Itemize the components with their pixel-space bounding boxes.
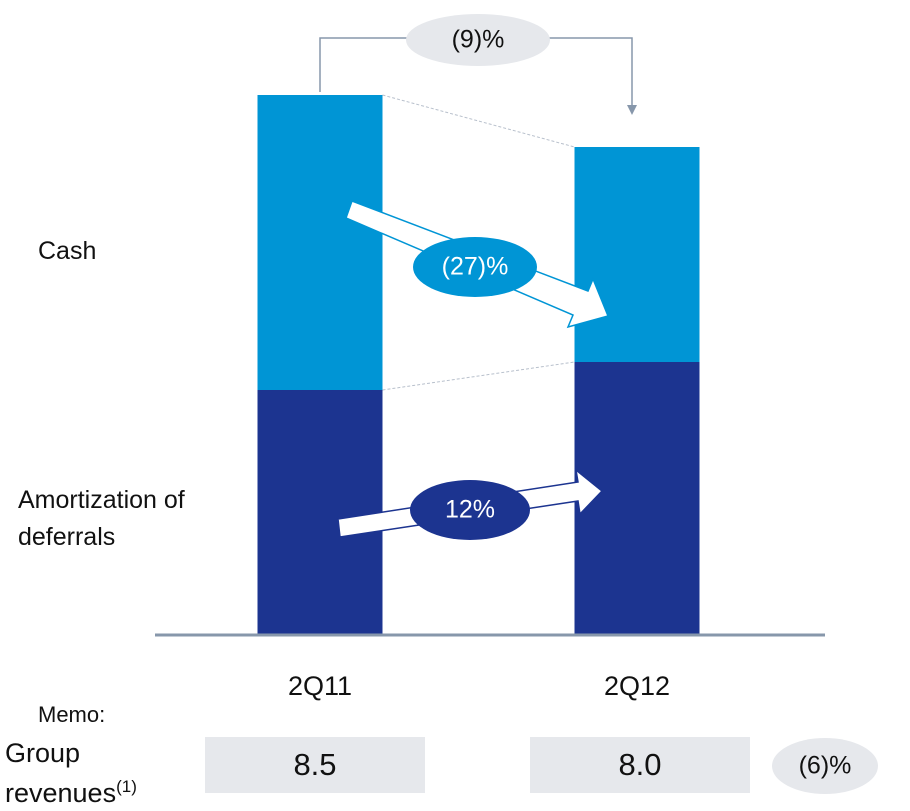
bar-segment [574,147,700,362]
memo-value: 8.5 [293,747,336,782]
bar-segment [257,95,383,390]
total-change-badge [406,14,550,66]
memo-title: Group revenues(1) [5,733,195,811]
amortization-change-badge [410,480,530,540]
memo-title-text: Group revenues [5,738,117,808]
memo-change: (6)% [799,752,852,780]
x-tick-label: 2Q11 [288,671,352,701]
memo-box [205,737,425,793]
total-change: (9)% [452,26,505,54]
memo-value: 8.0 [618,747,661,782]
cash-change: (27)% [442,253,509,281]
connector-line [382,94,575,148]
memo-footnote: (1) [116,777,137,796]
memo-box [530,737,750,793]
cash-change-badge [413,237,537,297]
bar-segment [257,390,383,635]
connector-line [382,361,575,391]
amortization-label: Amortization of deferrals [18,486,185,551]
x-tick-label: 2Q12 [604,671,670,701]
cash-label: Cash [38,237,97,265]
amortization-change: 12% [445,496,495,524]
memo-label: Memo: [38,702,105,727]
memo-change-badge [772,738,878,794]
